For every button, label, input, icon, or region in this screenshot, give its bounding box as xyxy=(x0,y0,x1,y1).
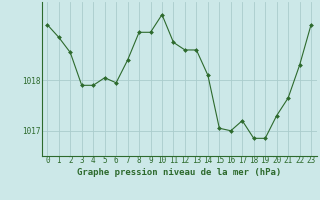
X-axis label: Graphe pression niveau de la mer (hPa): Graphe pression niveau de la mer (hPa) xyxy=(77,168,281,177)
